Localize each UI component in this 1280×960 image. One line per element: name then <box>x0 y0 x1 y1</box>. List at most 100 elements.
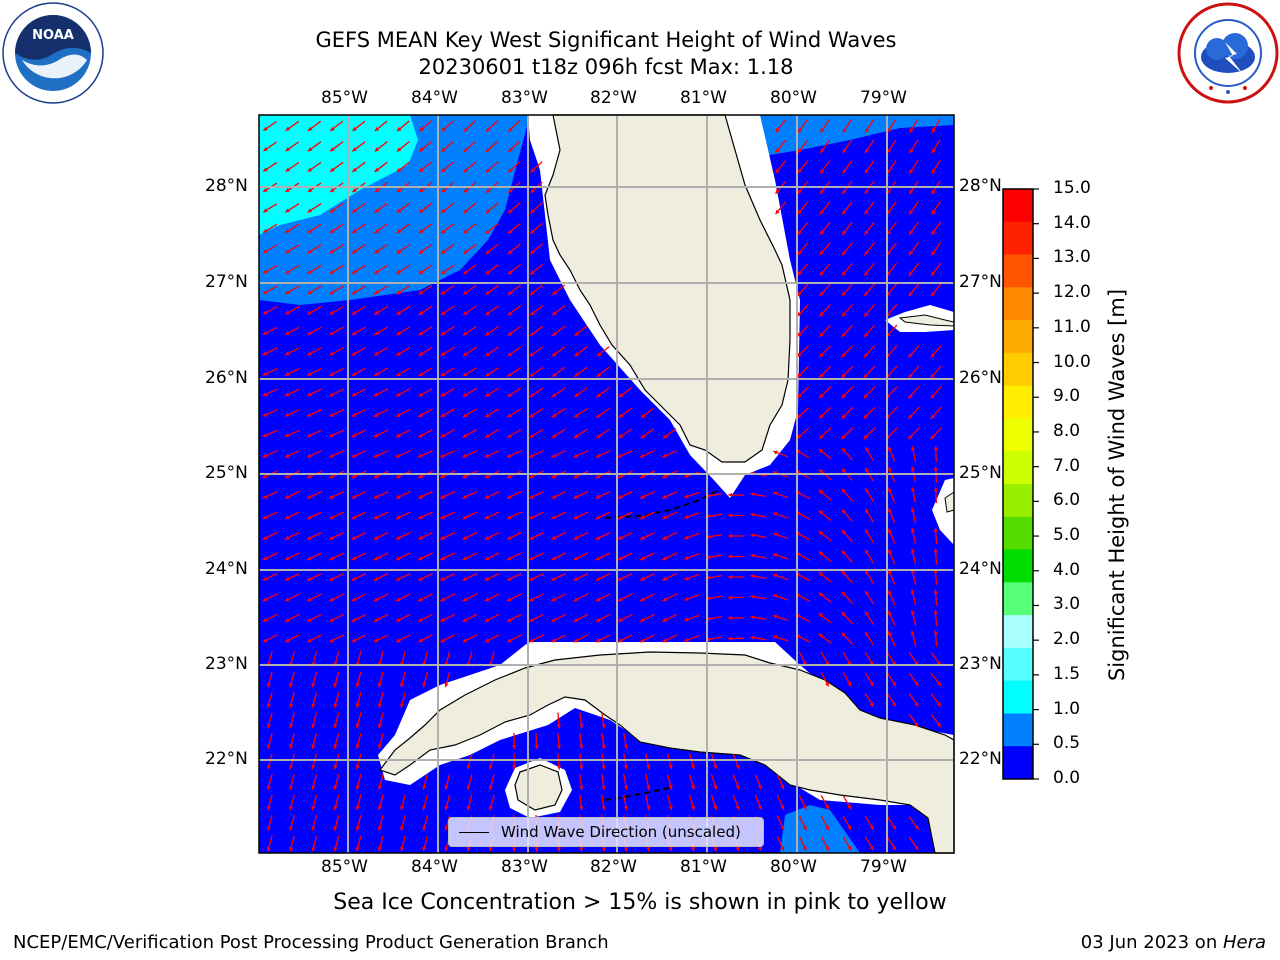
lat-label-right: 26°N <box>959 368 1002 388</box>
wave-arrow-head <box>842 271 847 276</box>
wave-arrow-head <box>419 147 424 152</box>
wave-arrow-head <box>444 826 449 831</box>
wave-arrow-head <box>374 290 379 295</box>
wave-arrow-head <box>463 351 468 356</box>
wave-arrow-head <box>618 515 623 520</box>
wave-arrow-head <box>284 453 290 458</box>
wave-arrow-head <box>440 576 445 581</box>
wave-arrow-head <box>422 785 427 790</box>
wave-arrow-head <box>623 847 629 852</box>
wave-arrow-head <box>351 494 356 499</box>
wave-arrow-head <box>931 128 936 133</box>
wave-arrow-head <box>775 128 780 133</box>
wave-arrow-head <box>668 805 673 811</box>
lon-label-bottom: 85°W <box>321 857 368 877</box>
wave-arrow-head <box>841 489 847 494</box>
lat-label-left: 22°N <box>205 749 248 769</box>
wave-arrow-head <box>330 167 335 172</box>
wave-arrow-head <box>352 249 357 254</box>
wave-arrow-head <box>933 548 938 553</box>
wave-arrow-head <box>706 616 711 621</box>
wave-arrow-head <box>418 249 424 254</box>
wave-arrow-head <box>396 535 401 540</box>
wave-arrow-head <box>864 148 869 154</box>
wave-arrow-head <box>662 597 667 602</box>
wave-arrow-head <box>662 515 667 520</box>
wave-arrow-head <box>307 556 312 561</box>
wave-arrow-head <box>488 785 493 790</box>
wave-arrow-head <box>400 682 405 688</box>
wave-arrow-head <box>462 494 467 499</box>
wave-arrow-head <box>819 434 824 439</box>
wave-arrow-head <box>418 413 423 417</box>
wave-arrow-head <box>662 494 667 499</box>
colorbar-tick-label: 3.0 <box>1053 594 1081 615</box>
wave-arrow-head <box>757 846 762 851</box>
wave-arrow-head <box>418 310 424 315</box>
wave-arrow-head <box>529 372 535 377</box>
colorbar-tick-label: 13.0 <box>1053 247 1091 268</box>
wave-arrow-head <box>441 290 446 295</box>
wave-arrow-head <box>418 453 423 458</box>
wave-arrow-head <box>463 249 468 254</box>
wave-arrow-head <box>507 535 512 540</box>
wave-arrow-head <box>466 805 471 811</box>
wind-wave-arrows <box>262 118 942 852</box>
wave-arrow-head <box>330 188 335 193</box>
wave-arrow-head <box>818 592 824 597</box>
lon-label-bottom: 84°W <box>411 857 458 877</box>
wave-arrow-head <box>377 703 382 708</box>
wave-arrow-head <box>596 393 601 398</box>
wave-arrow-head <box>463 208 468 213</box>
wave-arrow-head <box>888 467 893 472</box>
wave-arrow-head <box>333 723 338 729</box>
wave-arrow-head <box>595 474 601 479</box>
wave-arrow-head <box>797 271 802 276</box>
wave-arrow-head <box>507 433 512 438</box>
lon-label-top: 82°W <box>590 88 637 108</box>
land-isla-juventud <box>514 764 563 811</box>
wave-arrow-head <box>507 372 512 377</box>
wave-arrow-head <box>396 556 401 561</box>
wave-arrow-head <box>355 764 360 770</box>
wave-arrow-head <box>601 785 606 790</box>
wave-arrow-head <box>485 270 491 275</box>
wave-arrow-head <box>463 270 468 275</box>
wave-arrow-head <box>285 330 290 335</box>
wave-arrow-head <box>508 249 513 254</box>
wave-arrow-head <box>285 249 290 254</box>
wave-arrow-head <box>820 128 825 133</box>
wave-arrow-head <box>419 127 424 132</box>
wave-arrow-head <box>463 331 468 336</box>
wave-arrow-head <box>706 514 711 519</box>
wave-arrow-head <box>552 352 557 357</box>
colorbar-tick-label: 11.0 <box>1053 316 1091 337</box>
wave-arrow-head <box>865 570 869 575</box>
wave-arrow-head <box>780 805 785 810</box>
wave-arrow-head <box>573 638 579 643</box>
colorbar-swatch <box>1003 254 1033 288</box>
wave-arrow-head <box>333 826 338 831</box>
wave-arrow-head <box>351 453 356 458</box>
wave-arrow-head <box>684 494 689 499</box>
wave-arrow-head <box>773 614 778 619</box>
wave-arrow-head <box>865 631 869 637</box>
wave-arrow-head <box>684 617 689 622</box>
wave-arrow-head <box>820 209 825 215</box>
wave-arrow-head <box>773 635 778 640</box>
wave-arrow-head <box>508 147 513 152</box>
wave-arrow-head <box>728 533 733 539</box>
wave-arrow-head <box>780 784 785 790</box>
wave-arrow-head <box>374 167 380 172</box>
wave-arrow-head <box>263 187 268 192</box>
wave-arrow-head <box>933 569 938 574</box>
wave-arrow-head <box>484 535 490 540</box>
wave-arrow-head <box>865 467 870 473</box>
wave-arrow-head <box>579 744 584 749</box>
wave-arrow-head <box>329 371 334 376</box>
wave-arrow-head <box>930 414 935 419</box>
wave-arrow-head <box>818 551 824 556</box>
wave-arrow-head <box>444 805 449 811</box>
wave-arrow-head <box>892 702 896 707</box>
wave-arrow-head <box>573 617 579 622</box>
